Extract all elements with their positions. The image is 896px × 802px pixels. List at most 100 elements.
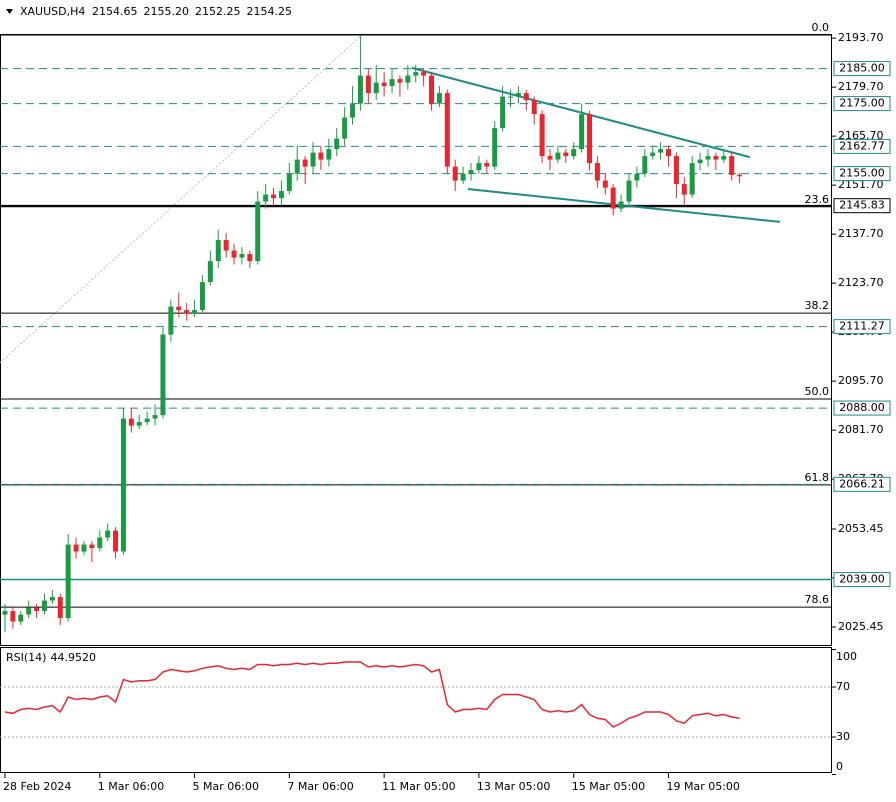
x-tick-label: 11 Mar 05:00 <box>382 780 455 793</box>
fib-label: 23.6 <box>805 193 830 206</box>
level-label: 2066.21 <box>839 477 885 490</box>
candle-body <box>610 187 616 209</box>
candle-body <box>594 163 600 181</box>
candle-body <box>571 149 577 157</box>
level-box <box>833 61 891 77</box>
candle-body <box>271 194 277 199</box>
header-value: 2154.25 <box>247 5 293 18</box>
level-label: 2145.83 <box>839 199 885 212</box>
level-box <box>833 96 891 112</box>
header-value: 2155.20 <box>144 5 190 18</box>
fib-label: 50.0 <box>805 385 830 398</box>
candle-body <box>729 156 735 175</box>
candle-body <box>57 597 63 619</box>
level-box <box>833 198 891 214</box>
candle-body <box>10 611 16 622</box>
candle-body <box>192 310 198 314</box>
candle-body <box>350 103 356 118</box>
candle-body <box>81 544 87 552</box>
candle-body <box>97 537 103 549</box>
candle-body <box>357 75 363 104</box>
rsi-tick-label: 0 <box>836 760 843 773</box>
candle-body <box>705 156 711 160</box>
candle-body <box>737 174 743 177</box>
candle-body <box>579 114 585 150</box>
candle-body <box>681 184 687 195</box>
candle-body <box>665 149 671 157</box>
candle-body <box>642 156 648 174</box>
fib-label: 78.6 <box>805 593 830 606</box>
level-label: 2088.00 <box>839 401 885 414</box>
candle-body <box>152 415 158 419</box>
candle-body <box>713 156 719 160</box>
candle-body <box>144 418 150 423</box>
y-tick-label: 2193.70 <box>838 31 884 44</box>
candle-body <box>373 82 379 94</box>
y-tick-label: 2123.70 <box>838 276 884 289</box>
rsi-tick-label: 100 <box>836 650 857 663</box>
y-tick-label: 2179.70 <box>838 80 884 93</box>
header-value: 2154.65 <box>92 5 138 18</box>
candle-body <box>113 530 119 552</box>
candle-body <box>239 254 245 258</box>
y-tick-label: 2095.70 <box>838 374 884 387</box>
y-tick-label: 2053.45 <box>838 522 884 535</box>
candle-body <box>618 201 624 209</box>
level-box <box>833 138 891 154</box>
fib-label: 38.2 <box>805 299 830 312</box>
header-value: 2152.25 <box>195 5 241 18</box>
rsi-tick-label: 70 <box>836 680 850 693</box>
level-label: 2039.00 <box>839 573 885 586</box>
x-tick-label: 13 Mar 05:00 <box>477 780 550 793</box>
candle-body <box>500 96 506 129</box>
candle-body <box>231 250 237 258</box>
rsi-pane: RSI(14) 44.9520 <box>0 651 832 738</box>
y-tick-label: 2137.70 <box>838 227 884 240</box>
level-label: 2162.77 <box>839 139 885 152</box>
y-tick-label: 2165.70 <box>838 129 884 142</box>
candle-body <box>468 170 474 174</box>
candle-body <box>555 152 561 160</box>
menu-triangle[interactable] <box>6 9 13 14</box>
candle-body <box>563 152 569 157</box>
level-label: 2111.27 <box>839 320 885 333</box>
candle-body <box>334 138 340 150</box>
rsi-tick-label: 30 <box>836 730 850 743</box>
level-label: 2155.00 <box>839 167 885 180</box>
candle-body <box>302 159 308 167</box>
x-tick-label: 7 Mar 06:00 <box>287 780 353 793</box>
candle-body <box>444 93 450 167</box>
candle-body <box>587 114 593 164</box>
fib-label: 61.8 <box>805 471 830 484</box>
candle-body <box>365 75 371 94</box>
level-box <box>833 572 891 588</box>
candle-body <box>294 159 300 174</box>
candle-body <box>263 194 269 202</box>
trendline <box>411 66 751 159</box>
candle-body <box>26 607 32 615</box>
candle-body <box>531 100 537 115</box>
candle-body <box>223 240 229 251</box>
candle-body <box>286 173 292 192</box>
candle-body <box>34 607 40 612</box>
trendline <box>467 187 780 223</box>
level-label: 2185.00 <box>839 62 885 75</box>
candle-body <box>65 544 71 619</box>
candle-body <box>49 597 55 601</box>
candle-body <box>160 334 166 416</box>
candle-body <box>547 156 553 160</box>
candle-body <box>278 191 284 199</box>
candle-body <box>508 96 514 98</box>
main-pane <box>0 34 832 633</box>
candle-body <box>484 163 490 167</box>
candle-body <box>405 75 411 83</box>
candle-body <box>673 156 679 185</box>
candle-body <box>89 544 95 549</box>
level-label: 2175.00 <box>839 97 885 110</box>
candle-body <box>381 82 387 87</box>
candle-body <box>634 173 640 181</box>
candle-body <box>523 93 529 101</box>
candle-body <box>539 114 545 157</box>
y-tick-label: 2081.70 <box>838 423 884 436</box>
